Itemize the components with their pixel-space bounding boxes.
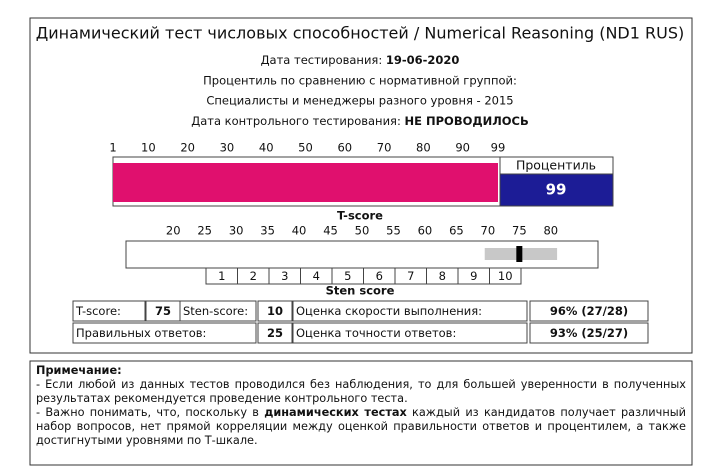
x-tick-label: 90 bbox=[455, 141, 470, 155]
x-tick-label: 99 bbox=[491, 141, 506, 155]
text: - Важно понимать, что, поскольку в bbox=[36, 406, 265, 419]
x-tick-label: 20 bbox=[166, 224, 181, 238]
note-paragraph: - Важно понимать, что, поскольку в динам… bbox=[36, 406, 686, 448]
note-paragraph: - Если любой из данных тестов проводился… bbox=[36, 378, 686, 405]
x-tick-label: 30 bbox=[220, 141, 235, 155]
text-bold: динамических тестах bbox=[264, 406, 407, 419]
x-tick-label: 70 bbox=[481, 224, 496, 238]
x-tick-label: 40 bbox=[259, 141, 274, 155]
sten-label: 5 bbox=[344, 269, 351, 283]
x-tick-label: 35 bbox=[260, 224, 275, 238]
table-cell bbox=[72, 300, 146, 322]
header-box bbox=[29, 17, 693, 354]
table-cell bbox=[529, 322, 649, 344]
table-text: 75 bbox=[155, 304, 171, 318]
t-score-marker bbox=[516, 246, 523, 262]
table-cell bbox=[292, 300, 528, 322]
x-tick-label: 50 bbox=[298, 141, 313, 155]
table-text: T-score: bbox=[75, 304, 121, 318]
table-cell bbox=[529, 300, 649, 322]
text: каждый из кандидатов получает различный … bbox=[36, 406, 686, 447]
table-text: 10 bbox=[267, 304, 283, 318]
x-tick-label: 25 bbox=[197, 224, 212, 238]
x-tick-label: 45 bbox=[323, 224, 338, 238]
sten-label: 1 bbox=[218, 269, 225, 283]
table-cell bbox=[179, 300, 257, 322]
x-tick-label: 80 bbox=[416, 141, 431, 155]
table-text: 96% (27/28) bbox=[550, 304, 628, 318]
table-text: Sten-score: bbox=[183, 304, 248, 318]
note: Примечание: - Если любой из данных тесто… bbox=[36, 364, 686, 448]
table-text: 93% (25/27) bbox=[550, 326, 628, 340]
table-cell bbox=[292, 322, 528, 344]
x-tick-label: 60 bbox=[337, 141, 352, 155]
x-tick-label: 75 bbox=[512, 224, 527, 238]
x-tick-label: 65 bbox=[449, 224, 464, 238]
title: Динамический тест числовых способностей … bbox=[36, 24, 684, 43]
table-text: Правильных ответов: bbox=[76, 326, 206, 340]
sten-label: 9 bbox=[470, 269, 477, 283]
x-tick-label: 70 bbox=[377, 141, 392, 155]
sten-label: 10 bbox=[498, 269, 513, 283]
percentile-bar bbox=[113, 163, 498, 202]
table-cell bbox=[257, 322, 293, 344]
table-text: Оценка скорости выполнения: bbox=[296, 304, 482, 318]
control-date: Дата контрольного тестирования: НЕ ПРОВО… bbox=[191, 114, 529, 128]
t-score-title: T-score bbox=[337, 209, 383, 223]
x-tick-label: 40 bbox=[292, 224, 307, 238]
table-cell bbox=[72, 322, 257, 344]
x-tick-label: 20 bbox=[180, 141, 195, 155]
sten-label: 4 bbox=[313, 269, 320, 283]
x-tick-label: 30 bbox=[229, 224, 244, 238]
table-text: 25 bbox=[267, 326, 283, 340]
sten-label: 6 bbox=[376, 269, 383, 283]
value: НЕ ПРОВОДИЛОСЬ bbox=[405, 114, 529, 128]
note-title: Примечание: bbox=[36, 364, 122, 377]
x-tick-label: 80 bbox=[543, 224, 558, 238]
norm-group-label: Процентиль по сравнению с нормативной гр… bbox=[203, 74, 517, 88]
value: 19-06-2020 bbox=[386, 53, 460, 67]
sten-label: 7 bbox=[407, 269, 414, 283]
sten-label: 2 bbox=[250, 269, 257, 283]
test-date: Дата тестирования: 19-06-2020 bbox=[261, 53, 460, 67]
x-tick-label: 10 bbox=[141, 141, 156, 155]
label: Дата контрольного тестирования: bbox=[191, 114, 401, 128]
x-tick-label: 55 bbox=[386, 224, 401, 238]
table-cell bbox=[257, 300, 293, 322]
note-box bbox=[29, 360, 693, 466]
table-text: Оценка точности ответов: bbox=[296, 326, 456, 340]
norm-group: Специалисты и менеджеры разного уровня -… bbox=[206, 94, 513, 108]
percentile-label: Процентиль bbox=[516, 158, 596, 173]
percentile-value: 99 bbox=[546, 181, 567, 199]
x-tick-label: 1 bbox=[109, 141, 116, 155]
sten-cell bbox=[489, 267, 522, 285]
sten-label: 8 bbox=[439, 269, 446, 283]
label: Дата тестирования: bbox=[261, 53, 383, 67]
sten-title: Sten score bbox=[326, 284, 395, 298]
sten-label: 3 bbox=[281, 269, 288, 283]
percentile-box bbox=[499, 173, 614, 207]
x-tick-label: 60 bbox=[418, 224, 433, 238]
x-tick-label: 50 bbox=[355, 224, 370, 238]
